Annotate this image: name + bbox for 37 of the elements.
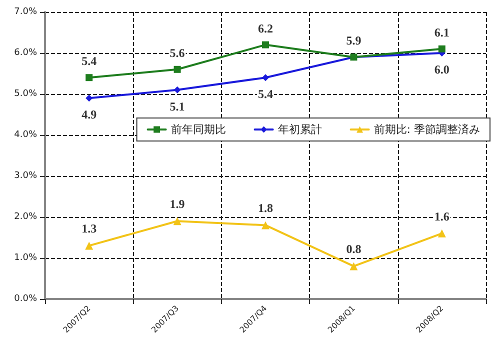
data-label: 1.3 — [82, 222, 97, 236]
point — [86, 74, 93, 82]
point — [262, 74, 269, 82]
y-tick-label: 7.0% — [14, 7, 38, 17]
legend-label: 前年同期比 — [170, 123, 226, 136]
data-label: 0.8 — [346, 242, 362, 256]
data-label: 4.9 — [82, 108, 97, 122]
y-tick-label: 4.0% — [14, 130, 38, 140]
data-label: 5.1 — [170, 99, 185, 114]
data-label: 1.6 — [434, 209, 450, 224]
data-label: 6.1 — [434, 25, 450, 40]
point — [438, 45, 446, 52]
point — [173, 217, 182, 226]
y-tick-label: 6.0% — [14, 48, 38, 58]
y-tick-label: 2.0% — [14, 212, 38, 222]
point — [350, 262, 358, 270]
y-tick-label: 3.0% — [14, 171, 38, 181]
point — [262, 41, 269, 48]
data-label: 5.9 — [346, 34, 362, 48]
data-label: 5.6 — [170, 46, 185, 60]
data-label: 5.4 — [258, 87, 273, 102]
point — [174, 66, 181, 73]
data-label: 1.8 — [258, 201, 273, 216]
data-label: 1.9 — [170, 197, 185, 212]
point — [86, 94, 93, 102]
y-tick-label: 1.0% — [14, 253, 38, 263]
data-label: 6.0 — [434, 62, 450, 76]
legend-label: 前期比: 季節調整済み — [374, 123, 480, 136]
y-tick-label: 5.0% — [14, 89, 38, 99]
data-label: 6.2 — [258, 21, 273, 36]
y-tick-label: 0.0% — [14, 294, 38, 304]
point — [85, 242, 94, 250]
point — [262, 221, 270, 230]
point — [438, 229, 446, 238]
point — [174, 86, 181, 94]
legend-label: 年初累計 — [278, 123, 322, 136]
data-label: 5.4 — [82, 54, 97, 68]
